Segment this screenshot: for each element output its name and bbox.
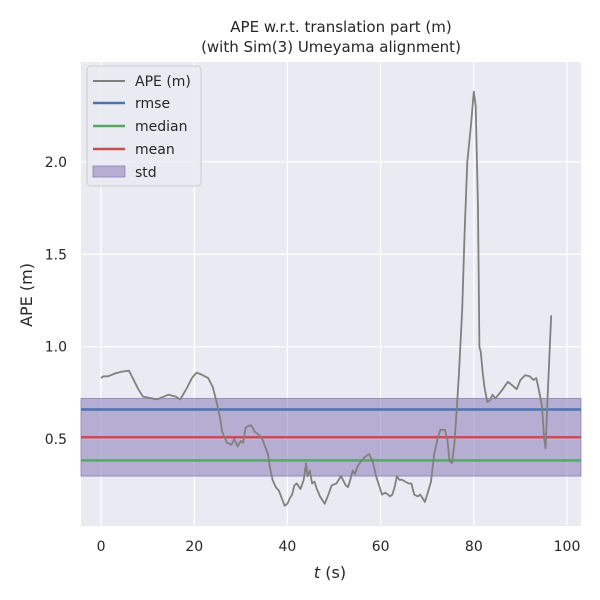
plot-area <box>80 62 582 526</box>
legend-rmse-label: rmse <box>135 96 170 112</box>
x-axis-label-unit: (s) <box>320 563 346 582</box>
x-tick-label: 80 <box>465 539 483 555</box>
x-tick-label: 100 <box>554 539 581 555</box>
legend-median-label: median <box>135 119 187 135</box>
y-tick-labels: 0.5 1.0 1.5 2.0 <box>45 155 67 448</box>
legend-std-label: std <box>135 165 157 181</box>
y-tick-label: 1.5 <box>45 247 67 263</box>
x-axis-label: t (s) <box>314 563 346 582</box>
legend-box <box>86 65 202 187</box>
y-axis-label: APE (m) <box>17 263 36 327</box>
x-tick-label: 0 <box>97 539 106 555</box>
x-tick-labels: 0 20 40 60 80 100 <box>97 539 581 555</box>
x-tick-label: 40 <box>279 539 297 555</box>
x-tick-label: 20 <box>185 539 203 555</box>
chart-subtitle: (with Sim(3) Umeyama alignment) <box>201 38 461 56</box>
ape-series-line <box>100 90 553 507</box>
x-tick-label: 60 <box>372 539 390 555</box>
y-tick-label: 1.0 <box>45 340 67 356</box>
y-tick-label: 2.0 <box>45 155 67 171</box>
legend-std-swatch <box>92 165 126 178</box>
legend-ape-label: APE (m) <box>135 74 191 90</box>
legend-mean-label: mean <box>135 142 175 158</box>
legend: APE (m) rmse median mean std <box>86 65 202 187</box>
chart-title: APE w.r.t. translation part (m) <box>230 18 451 36</box>
x-axis-label-var: t <box>314 563 321 582</box>
y-tick-label: 0.5 <box>45 432 67 448</box>
